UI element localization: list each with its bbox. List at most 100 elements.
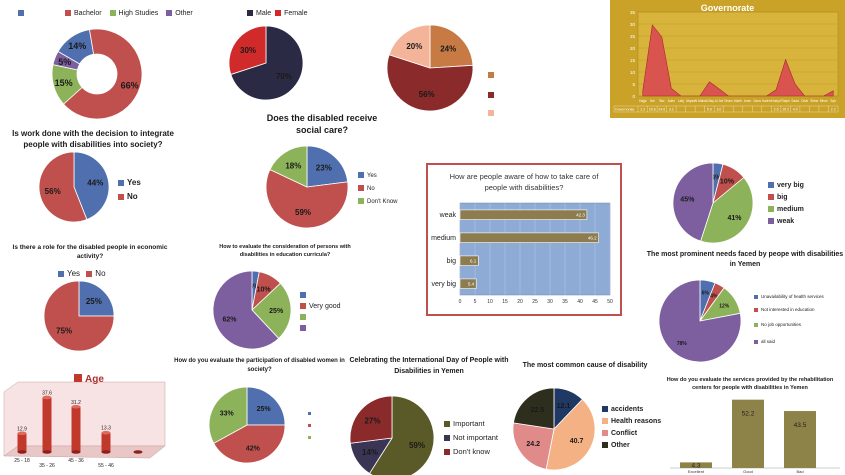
- pie-slice: [78, 280, 115, 317]
- data-table-cell: 4.9: [793, 108, 798, 112]
- bar: [680, 462, 712, 468]
- needs-pie: 6%4%12% 78%: [658, 279, 742, 363]
- integrate-title: Is work done with the decision to integr…: [12, 129, 174, 149]
- bar-top: [42, 395, 52, 400]
- curricula-chart: How to evaluate the consideration of per…: [200, 240, 370, 355]
- status-legend-marker: [488, 72, 494, 78]
- legend-item: medium: [768, 204, 804, 216]
- pie-slice: [306, 145, 349, 188]
- legend-item: No: [358, 183, 398, 196]
- legend-item: very big: [768, 180, 804, 192]
- slice-label: 4%: [710, 294, 718, 300]
- pie-slice: [73, 151, 110, 221]
- bar: [732, 399, 764, 468]
- bar-top: [71, 404, 81, 409]
- bar-value-label: 31.2: [71, 400, 81, 406]
- status-chart: 24% 56% 20%: [385, 20, 515, 125]
- women-legend-marker: [308, 424, 311, 427]
- y-tick-label: 5: [632, 82, 635, 87]
- pie-slice: [269, 145, 308, 188]
- x-tick-label: Abyan: [686, 99, 695, 103]
- bar-base: [133, 450, 143, 454]
- legend-item: Important: [444, 417, 498, 431]
- x-tick-label: 35: [562, 299, 568, 305]
- bar: [459, 278, 477, 289]
- legend-item: Health reasons: [602, 416, 661, 428]
- slice-label: 23%: [316, 164, 332, 173]
- slice-label: 25%: [269, 308, 284, 315]
- women-chart: How do you evaluate the participation of…: [172, 357, 347, 475]
- slice-label: 18%: [285, 161, 301, 170]
- slice-label: 30%: [240, 46, 256, 55]
- bar-value-label: 4.3: [691, 462, 700, 469]
- legend-item: [300, 323, 341, 334]
- y-tick-label: 25: [630, 34, 636, 39]
- x-tick-label: Shbw: [810, 99, 819, 103]
- slice-label: 62%: [223, 316, 238, 323]
- governorate-title: Governorate: [700, 3, 755, 13]
- x-tick-label: 30: [547, 299, 553, 305]
- legend-item: Female: [273, 10, 307, 17]
- legend-item: Other: [166, 10, 193, 17]
- age-chart: Age 12.9 25 - 18 37.6 35 - 26 31.2 45 - 36 13.3…: [0, 368, 170, 475]
- bar-value-label: 46.2: [588, 235, 597, 240]
- bar: [784, 411, 816, 468]
- pie-slice: [38, 151, 88, 223]
- category-label: big: [447, 258, 456, 265]
- gender-legend: Male Female: [247, 10, 307, 17]
- category-label: 55 - 46: [98, 463, 114, 469]
- legend-item: big: [768, 192, 804, 204]
- slice-label: 56%: [419, 90, 435, 99]
- bar-value-label: 6.1: [470, 258, 477, 263]
- intl-day-title: Celebrating the International Day of Peo…: [349, 357, 509, 375]
- data-table-cell: 2.2: [831, 108, 836, 112]
- data-table-cell: 15.2: [782, 108, 789, 112]
- x-tick-label: Al Mahr: [694, 99, 706, 103]
- category-label: Bad: [796, 469, 803, 474]
- bar-base: [17, 450, 27, 454]
- pie-slice: [62, 28, 143, 120]
- awareness-title: How are people aware of how to take care…: [449, 172, 599, 192]
- slice-label: 42%: [246, 445, 261, 452]
- pie-slice: [429, 24, 474, 69]
- legend-item: Don't know: [444, 445, 498, 459]
- education-chart: Bachelor High Studies Other 14% 66% 15% 5%: [0, 0, 193, 125]
- awareness-pie-legend: very big big medium weak: [768, 180, 804, 228]
- pie-slice: [512, 422, 555, 470]
- services-title: How do you evaluate the services provide…: [666, 377, 834, 391]
- age-bar-plot: Age 12.9 25 - 18 37.6 35 - 26 31.2 45 - 36 13.3…: [3, 374, 166, 469]
- bar: [459, 255, 479, 266]
- x-tick-label: 25: [532, 299, 538, 305]
- women-legend-marker: [308, 436, 311, 439]
- slice-label: 6%: [702, 291, 710, 297]
- legend-item: Conflict: [602, 428, 661, 440]
- bar: [71, 406, 81, 452]
- x-tick-label: Sqtr: [830, 99, 837, 103]
- women-title: How do you evaluate the participation of…: [174, 358, 345, 373]
- cause-chart: The most common cause of disability 12.1…: [510, 362, 661, 475]
- x-tick-label: Aden: [668, 99, 676, 103]
- education-donut: 14% 66% 15% 5%: [51, 28, 143, 120]
- x-tick-label: Raym: [781, 99, 790, 103]
- slice-label: 24%: [440, 44, 456, 53]
- data-table-cell: 29.6: [649, 108, 656, 112]
- category-label: 25 - 18: [14, 458, 30, 464]
- women-legend-marker: [308, 412, 311, 415]
- data-table-cell: 2.6: [774, 108, 779, 112]
- pie-slice: [672, 162, 714, 242]
- bar-base: [71, 450, 81, 454]
- bar-value-label: 5.4: [468, 281, 475, 286]
- pie-slice: [246, 386, 286, 426]
- slice-label: 3%: [249, 283, 260, 290]
- data-table-cell: 3.2: [669, 108, 674, 112]
- awareness-chart: How are people aware of how to take care…: [426, 163, 622, 316]
- curricula-title: How to evaluate the consideration of per…: [219, 244, 351, 258]
- legend-item: Yes: [118, 176, 141, 190]
- legend-item: [18, 10, 27, 17]
- y-tick-label: 20: [630, 46, 636, 51]
- slice-label: 5%: [58, 57, 71, 67]
- legend-item: Don't Know: [358, 196, 398, 209]
- x-tick-label: Amrn: [744, 99, 752, 103]
- data-table-cell: 2.2: [640, 108, 645, 112]
- slice-label: 44%: [87, 179, 103, 188]
